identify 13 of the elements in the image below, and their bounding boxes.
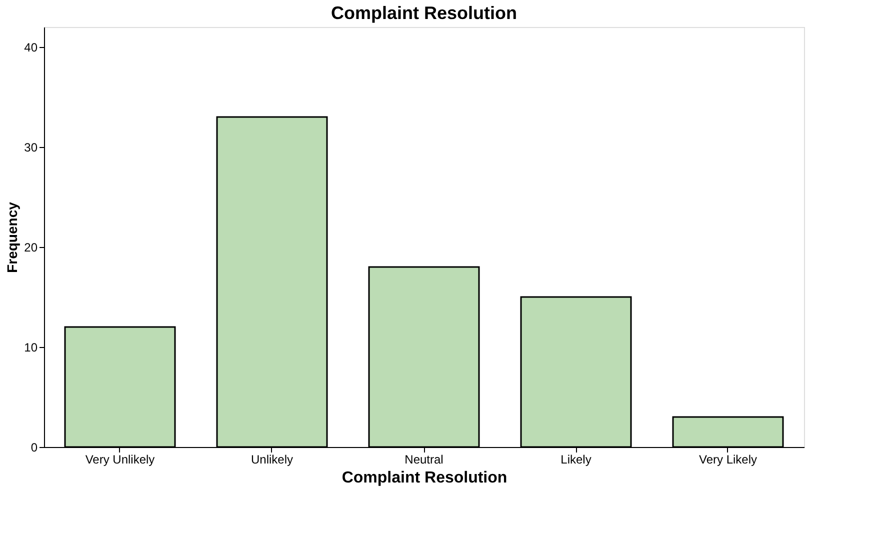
y-tick-label: 0 xyxy=(30,440,38,454)
y-tick-label: 10 xyxy=(24,340,38,354)
x-tick-label: Very Likely xyxy=(698,452,758,466)
x-axis-title: Complaint Resolution xyxy=(342,470,508,486)
x-tick-label: Very Unlikely xyxy=(85,452,155,466)
chart-title: Complaint Resolution xyxy=(331,3,517,23)
y-tick-label: 40 xyxy=(24,40,38,54)
x-tick-label: Unlikely xyxy=(250,452,294,466)
y-tick-label: 30 xyxy=(24,140,38,154)
x-tick-label: Neutral xyxy=(404,452,444,466)
y-tick-label: 20 xyxy=(24,240,38,254)
y-axis-title: Frequency xyxy=(4,202,20,273)
x-tick-label: Likely xyxy=(560,452,592,466)
